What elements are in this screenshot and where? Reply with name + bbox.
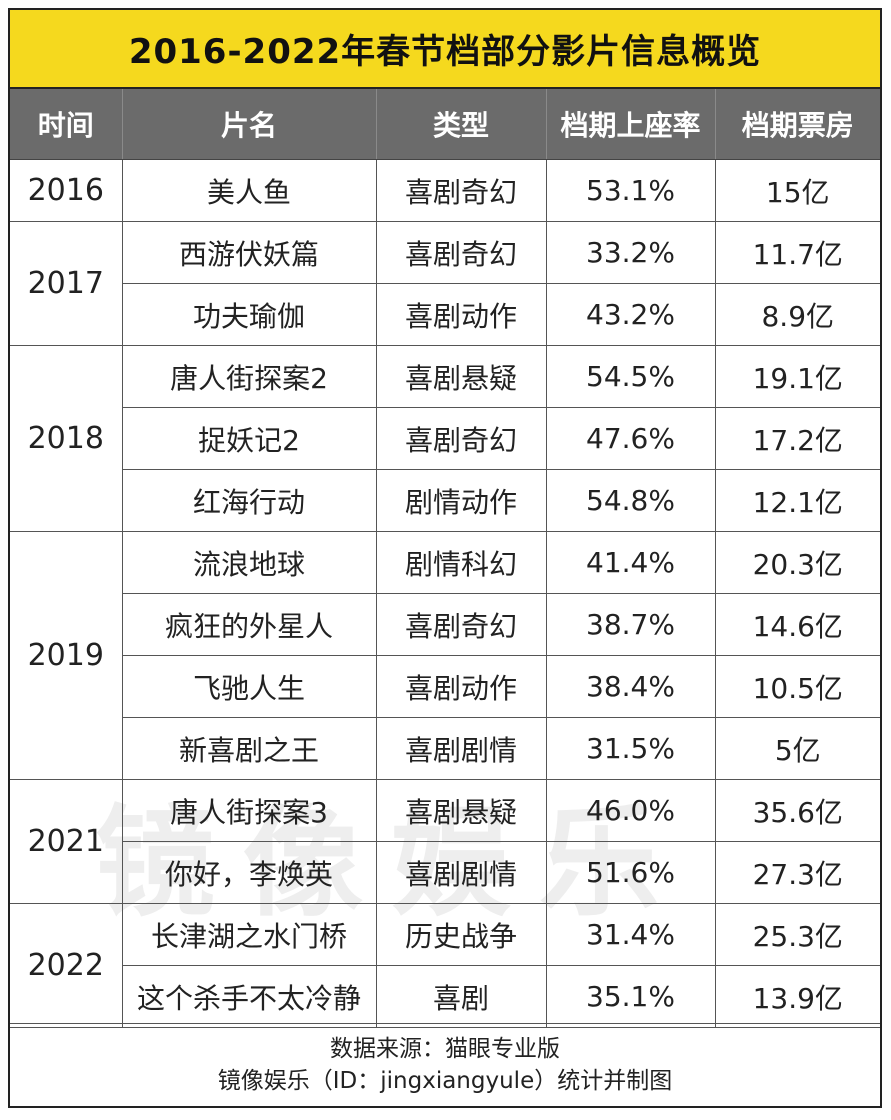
occupancy-cell: 41.4% xyxy=(546,531,716,594)
box-office-cell: 20.3亿 xyxy=(715,531,880,594)
year-cell: 2021 xyxy=(10,779,123,904)
film-name-cell: 捉妖记2 xyxy=(122,407,377,470)
film-name-cell: 长津湖之水门桥 xyxy=(122,903,377,966)
occupancy-cell: 35.1% xyxy=(546,965,716,1028)
credit-note: 镜像娱乐（ID：jingxiangyule）统计并制图 xyxy=(217,1068,673,1094)
year-cell: 2016 xyxy=(10,159,123,222)
footer: 数据来源：猫眼专业版 镜像娱乐（ID：jingxiangyule）统计并制图 xyxy=(10,1023,880,1106)
box-office-cell: 14.6亿 xyxy=(715,593,880,656)
year-cell: 2018 xyxy=(10,345,123,532)
header-year: 时间 xyxy=(10,89,123,160)
box-office-cell: 12.1亿 xyxy=(715,469,880,532)
film-name-cell: 流浪地球 xyxy=(122,531,377,594)
header-box: 档期票房 xyxy=(715,89,880,160)
table-row: 2022 长津湖之水门桥 历史战争 31.4% 25.3亿 xyxy=(10,903,880,1028)
source-note: 数据来源：猫眼专业版 xyxy=(330,1036,560,1062)
box-office-cell: 35.6亿 xyxy=(715,779,880,842)
table-title: 2016-2022年春节档部分影片信息概览 xyxy=(10,10,880,89)
header-type: 类型 xyxy=(376,89,547,160)
occupancy-cell: 43.2% xyxy=(546,283,716,346)
table-row: 飞驰人生 喜剧动作 38.4% 10.5亿 xyxy=(10,655,880,718)
box-office-cell: 19.1亿 xyxy=(715,345,880,408)
table-row: 你好，李焕英 喜剧剧情 51.6% 27.3亿 xyxy=(10,841,880,904)
film-name-cell: 疯狂的外星人 xyxy=(122,593,377,656)
genre-cell: 喜剧剧情 xyxy=(376,841,547,904)
table-row: 2021 唐人街探案3 喜剧悬疑 46.0% 35.6亿 xyxy=(10,779,880,904)
film-name-cell: 红海行动 xyxy=(122,469,377,532)
genre-cell: 喜剧奇幻 xyxy=(376,407,547,470)
table-row: 这个杀手不太冷静 喜剧 35.1% 13.9亿 xyxy=(10,965,880,1028)
film-name-cell: 唐人街探案3 xyxy=(122,779,377,842)
table-row: 功夫瑜伽 喜剧动作 43.2% 8.9亿 xyxy=(10,283,880,346)
year-cell: 2017 xyxy=(10,221,123,346)
genre-cell: 喜剧剧情 xyxy=(376,717,547,780)
film-name-cell: 这个杀手不太冷静 xyxy=(122,965,377,1028)
table-row: 2017 西游伏妖篇 喜剧奇幻 33.2% 11.7亿 xyxy=(10,221,880,346)
occupancy-cell: 31.4% xyxy=(546,903,716,966)
film-name-cell: 美人鱼 xyxy=(122,159,377,222)
table-sheet: 2016-2022年春节档部分影片信息概览 时间 片名 类型 档期上座率 档期票… xyxy=(8,8,882,1108)
film-name-cell: 西游伏妖篇 xyxy=(122,221,377,284)
year-cell: 2019 xyxy=(10,531,123,780)
table-body: 2016 美人鱼 喜剧奇幻 53.1% 15亿 2017 西游伏妖篇 喜剧奇幻 33.2% 11.… xyxy=(10,159,880,1028)
table-row: 疯狂的外星人 喜剧奇幻 38.7% 14.6亿 xyxy=(10,593,880,656)
table-row: 新喜剧之王 喜剧剧情 31.5% 5亿 xyxy=(10,717,880,780)
genre-cell: 喜剧奇幻 xyxy=(376,221,547,284)
occupancy-cell: 38.7% xyxy=(546,593,716,656)
header-rate: 档期上座率 xyxy=(546,89,716,160)
genre-cell: 喜剧奇幻 xyxy=(376,593,547,656)
box-office-cell: 27.3亿 xyxy=(715,841,880,904)
genre-cell: 历史战争 xyxy=(376,903,547,966)
film-table: 时间 片名 类型 档期上座率 档期票房 2016 美人鱼 喜剧奇幻 53.1% 15亿 2… xyxy=(10,89,880,1028)
genre-cell: 喜剧动作 xyxy=(376,283,547,346)
film-name-cell: 你好，李焕英 xyxy=(122,841,377,904)
genre-cell: 剧情动作 xyxy=(376,469,547,532)
header-row: 时间 片名 类型 档期上座率 档期票房 xyxy=(10,89,880,160)
year-cell: 2022 xyxy=(10,903,123,1028)
box-office-cell: 8.9亿 xyxy=(715,283,880,346)
table-wrap: 时间 片名 类型 档期上座率 档期票房 2016 美人鱼 喜剧奇幻 53.1% 15亿 2… xyxy=(10,89,880,1028)
film-name-cell: 新喜剧之王 xyxy=(122,717,377,780)
genre-cell: 喜剧悬疑 xyxy=(376,345,547,408)
box-office-cell: 25.3亿 xyxy=(715,903,880,966)
genre-cell: 喜剧悬疑 xyxy=(376,779,547,842)
occupancy-cell: 53.1% xyxy=(546,159,716,222)
genre-cell: 喜剧奇幻 xyxy=(376,159,547,222)
table-row: 红海行动 剧情动作 54.8% 12.1亿 xyxy=(10,469,880,532)
box-office-cell: 17.2亿 xyxy=(715,407,880,470)
occupancy-cell: 51.6% xyxy=(546,841,716,904)
box-office-cell: 5亿 xyxy=(715,717,880,780)
film-name-cell: 功夫瑜伽 xyxy=(122,283,377,346)
table-row: 2018 唐人街探案2 喜剧悬疑 54.5% 19.1亿 xyxy=(10,345,880,532)
occupancy-cell: 47.6% xyxy=(546,407,716,470)
occupancy-cell: 46.0% xyxy=(546,779,716,842)
table-row: 2019 流浪地球 剧情科幻 41.4% 20.3亿 xyxy=(10,531,880,780)
occupancy-cell: 54.5% xyxy=(546,345,716,408)
film-name-cell: 唐人街探案2 xyxy=(122,345,377,408)
box-office-cell: 13.9亿 xyxy=(715,965,880,1028)
header-name: 片名 xyxy=(122,89,377,160)
genre-cell: 喜剧 xyxy=(376,965,547,1028)
film-name-cell: 飞驰人生 xyxy=(122,655,377,718)
occupancy-cell: 31.5% xyxy=(546,717,716,780)
occupancy-cell: 33.2% xyxy=(546,221,716,284)
box-office-cell: 10.5亿 xyxy=(715,655,880,718)
genre-cell: 喜剧动作 xyxy=(376,655,547,718)
table-row: 2016 美人鱼 喜剧奇幻 53.1% 15亿 xyxy=(10,159,880,222)
box-office-cell: 11.7亿 xyxy=(715,221,880,284)
genre-cell: 剧情科幻 xyxy=(376,531,547,594)
table-row: 捉妖记2 喜剧奇幻 47.6% 17.2亿 xyxy=(10,407,880,470)
occupancy-cell: 54.8% xyxy=(546,469,716,532)
occupancy-cell: 38.4% xyxy=(546,655,716,718)
box-office-cell: 15亿 xyxy=(715,159,880,222)
